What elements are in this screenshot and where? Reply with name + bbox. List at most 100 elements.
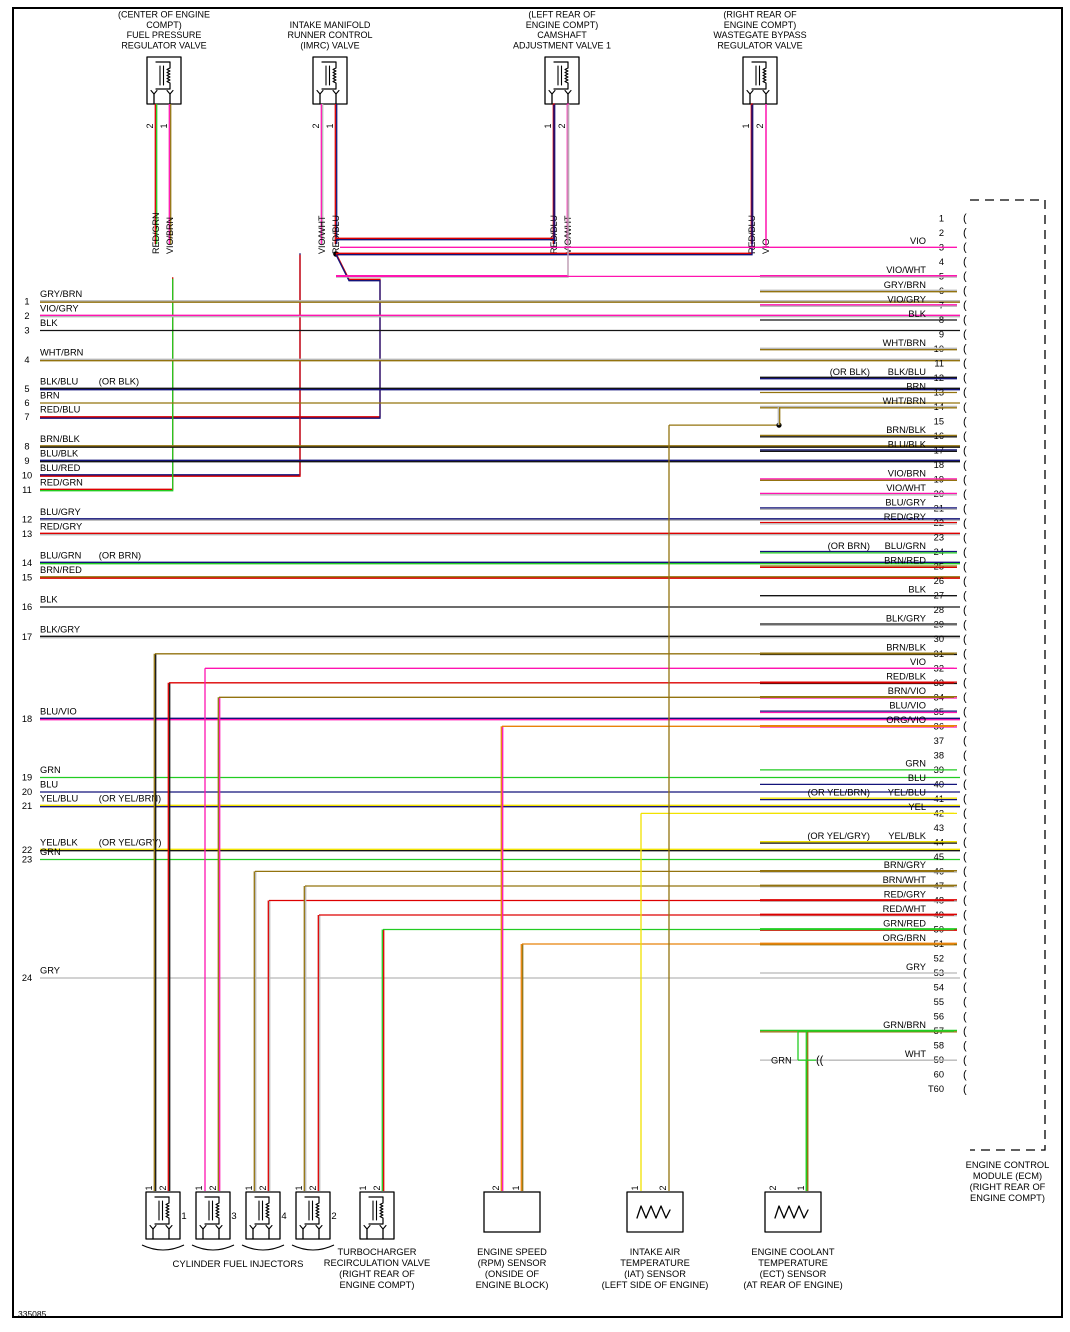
svg-text:(: (	[963, 706, 967, 718]
svg-text:(: (	[963, 1069, 967, 1081]
svg-text:ENGINE COMPT): ENGINE COMPT)	[724, 20, 797, 30]
svg-text:(RIGHT REAR OF: (RIGHT REAR OF	[339, 1269, 415, 1279]
svg-text:(: (	[963, 996, 967, 1008]
svg-text:24: 24	[934, 547, 944, 557]
svg-text:1: 1	[24, 297, 29, 307]
svg-text:(OR BRN): (OR BRN)	[99, 551, 141, 561]
svg-text:1: 1	[796, 1185, 806, 1190]
svg-text:2: 2	[258, 1185, 268, 1190]
svg-text:(: (	[963, 314, 967, 326]
svg-text:8: 8	[24, 442, 29, 452]
svg-text:BRN/GRY: BRN/GRY	[884, 860, 926, 870]
svg-text:(OR BRN): (OR BRN)	[828, 541, 870, 551]
svg-text:2: 2	[308, 1185, 318, 1190]
svg-text:(: (	[963, 300, 967, 312]
svg-text:BLU/RED: BLU/RED	[40, 463, 81, 473]
svg-text:12: 12	[934, 373, 944, 383]
svg-text:BRN: BRN	[906, 381, 926, 391]
svg-text:(: (	[963, 329, 967, 341]
svg-text:(: (	[963, 285, 967, 297]
svg-text:23: 23	[22, 855, 32, 865]
svg-text:RED/GRY: RED/GRY	[884, 889, 926, 899]
svg-text:(IAT) SENSOR: (IAT) SENSOR	[624, 1269, 686, 1279]
svg-text:WHT/BRN: WHT/BRN	[883, 338, 926, 348]
svg-text:BLU: BLU	[40, 780, 58, 790]
svg-text:TEMPERATURE: TEMPERATURE	[620, 1258, 690, 1268]
svg-text:ADJUSTMENT VALVE 1: ADJUSTMENT VALVE 1	[513, 41, 611, 51]
svg-text:(: (	[963, 474, 967, 486]
svg-text:BLU/GRY: BLU/GRY	[885, 497, 926, 507]
svg-text:15: 15	[22, 573, 32, 583]
svg-text:BRN/BLK: BRN/BLK	[40, 434, 81, 444]
svg-text:ORG/VIO: ORG/VIO	[886, 715, 926, 725]
svg-text:(ECT) SENSOR: (ECT) SENSOR	[760, 1269, 827, 1279]
svg-text:2: 2	[158, 1185, 168, 1190]
svg-text:(OR YEL/BRN): (OR YEL/BRN)	[99, 794, 161, 804]
svg-text:7: 7	[939, 301, 944, 311]
svg-text:BLK: BLK	[40, 318, 58, 328]
svg-text:CYLINDER FUEL INJECTORS: CYLINDER FUEL INJECTORS	[173, 1259, 304, 1270]
svg-text:1: 1	[144, 1185, 154, 1190]
svg-text:(: (	[963, 445, 967, 457]
svg-text:BRN: BRN	[40, 391, 60, 401]
svg-text:BRN/BLK: BRN/BLK	[886, 643, 927, 653]
svg-text:(: (	[963, 880, 967, 892]
svg-text:(: (	[963, 953, 967, 965]
svg-text:BLK: BLK	[908, 585, 926, 595]
svg-text:1: 1	[159, 123, 169, 128]
svg-text:21: 21	[22, 801, 32, 811]
svg-text:GRN: GRN	[40, 847, 61, 857]
svg-text:(: (	[963, 938, 967, 950]
svg-text:55: 55	[934, 997, 944, 1007]
svg-text:WHT: WHT	[905, 1049, 926, 1059]
svg-text:RED/WHT: RED/WHT	[883, 904, 927, 914]
svg-text:(AT REAR OF ENGINE): (AT REAR OF ENGINE)	[743, 1280, 842, 1290]
svg-text:14: 14	[934, 402, 944, 412]
svg-text:(RIGHT REAR OF: (RIGHT REAR OF	[723, 10, 797, 20]
svg-text:YEL/BLK: YEL/BLK	[40, 838, 79, 848]
svg-text:YEL/BLK: YEL/BLK	[888, 831, 927, 841]
svg-text:2: 2	[557, 123, 567, 128]
svg-text:ENGINE COOLANT: ENGINE COOLANT	[751, 1247, 834, 1257]
svg-text:(: (	[963, 633, 967, 645]
svg-text:(: (	[963, 575, 967, 587]
svg-text:(: (	[963, 822, 967, 834]
svg-text:3: 3	[24, 326, 29, 336]
svg-text:1: 1	[543, 123, 553, 128]
svg-text:REGULATOR VALVE: REGULATOR VALVE	[717, 41, 802, 51]
svg-text:(: (	[963, 851, 967, 863]
svg-text:(: (	[963, 677, 967, 689]
svg-text:13: 13	[22, 529, 32, 539]
svg-text:41: 41	[934, 794, 944, 804]
svg-text:17: 17	[22, 632, 32, 642]
svg-text:(: (	[963, 503, 967, 515]
svg-text:1: 1	[194, 1185, 204, 1190]
svg-text:CAMSHAFT: CAMSHAFT	[537, 30, 587, 40]
svg-text:(: (	[963, 735, 967, 747]
svg-text:45: 45	[934, 852, 944, 862]
svg-text:(OR BLK): (OR BLK)	[99, 377, 139, 387]
svg-text:(: (	[963, 561, 967, 573]
svg-text:30: 30	[934, 634, 944, 644]
svg-text:VIO: VIO	[910, 236, 926, 246]
svg-text:7: 7	[24, 412, 29, 422]
svg-text:BRN/BLK: BRN/BLK	[886, 425, 927, 435]
svg-text:WHT/BRN: WHT/BRN	[40, 348, 83, 358]
svg-text:37: 37	[934, 736, 944, 746]
svg-text:44: 44	[934, 837, 944, 847]
svg-text:2: 2	[755, 123, 765, 128]
svg-text:RED/GRY: RED/GRY	[884, 512, 926, 522]
svg-text:(: (	[963, 663, 967, 675]
svg-text:(: (	[963, 343, 967, 355]
svg-text:VIO/WHT: VIO/WHT	[317, 215, 327, 254]
svg-text:(LEFT SIDE OF ENGINE): (LEFT SIDE OF ENGINE)	[602, 1280, 709, 1290]
svg-text:BLU: BLU	[908, 773, 926, 783]
svg-text:BRN/WHT: BRN/WHT	[883, 875, 927, 885]
svg-text:GRN: GRN	[905, 759, 926, 769]
svg-text:FUEL PRESSURE: FUEL PRESSURE	[127, 30, 202, 40]
svg-text:RED/GRN: RED/GRN	[151, 212, 161, 254]
svg-text:RED/BLU: RED/BLU	[331, 215, 341, 254]
svg-text:(: (	[963, 517, 967, 529]
svg-text:60: 60	[934, 1070, 944, 1080]
svg-text:2: 2	[768, 1185, 778, 1190]
